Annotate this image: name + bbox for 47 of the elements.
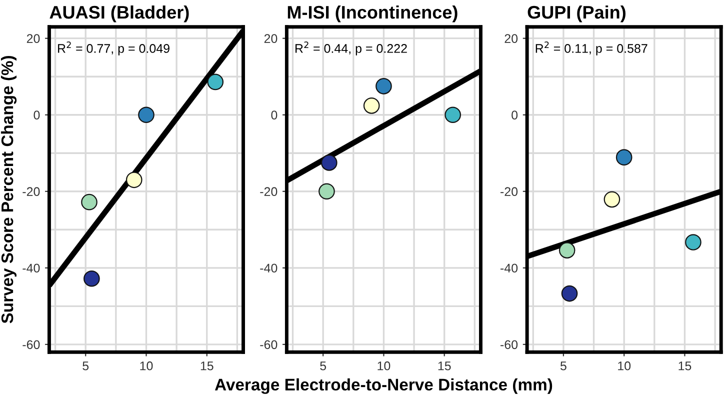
y-tick-label: -60 <box>500 340 518 350</box>
y-tick-label: -40 <box>500 264 518 273</box>
point <box>363 98 380 114</box>
x-axis-title: Average Electrode-to-Nerve Distance (mm) <box>214 378 552 394</box>
y-tick-label: -60 <box>22 340 40 350</box>
y-tick-label: 0 <box>34 110 40 120</box>
point <box>126 172 142 188</box>
point <box>320 154 338 171</box>
x-tick-label: 5 <box>82 362 89 370</box>
annotation: R$^{2}$ = 0.77, p = 0.049 <box>58 42 170 56</box>
annotation: R$^{2}$ = 0.44, p = 0.222 <box>295 42 407 56</box>
y-tick-label: 20 <box>504 34 518 43</box>
x-tick-label: 15 <box>438 362 451 370</box>
y-tick-label: -20 <box>500 187 518 196</box>
y-tick-label: 0 <box>512 110 518 120</box>
x-tick-label: 15 <box>200 362 214 370</box>
point <box>84 270 100 287</box>
point <box>561 285 578 302</box>
chart-title: AUASI (Bladder) <box>50 5 189 22</box>
point <box>376 78 392 94</box>
point <box>318 183 335 200</box>
x-tick-label: 10 <box>140 361 153 370</box>
point <box>604 191 620 208</box>
y-tick-label: 20 <box>26 34 40 43</box>
y-tick-label: 0 <box>271 110 278 120</box>
point <box>558 242 576 258</box>
y-tick-label: -40 <box>22 264 40 273</box>
x-tick-label: 5 <box>320 362 326 370</box>
point <box>444 106 462 124</box>
x-tick-label: 5 <box>560 362 566 370</box>
x-tick-label: 10 <box>618 361 631 370</box>
y-tick-label: -60 <box>260 340 278 350</box>
y-tick-label: 20 <box>264 34 278 43</box>
point <box>81 194 98 210</box>
point <box>685 234 702 250</box>
y-tick-label: -40 <box>260 264 278 273</box>
chart-title: M-ISI (Incontinence) <box>288 5 458 22</box>
point <box>207 74 224 90</box>
chart-title: GUPI (Pain) <box>528 5 626 22</box>
y-axis-title: Survey Score Percent Change (%) <box>0 56 17 324</box>
y-tick-label: -20 <box>260 187 278 196</box>
annotation: R$^{2}$ = 0.11, p = 0.587 <box>536 42 648 56</box>
point <box>138 106 154 124</box>
x-tick-label: 15 <box>678 362 692 370</box>
x-tick-label: 10 <box>378 361 390 370</box>
y-tick-label: -20 <box>22 187 40 196</box>
point <box>616 149 632 166</box>
